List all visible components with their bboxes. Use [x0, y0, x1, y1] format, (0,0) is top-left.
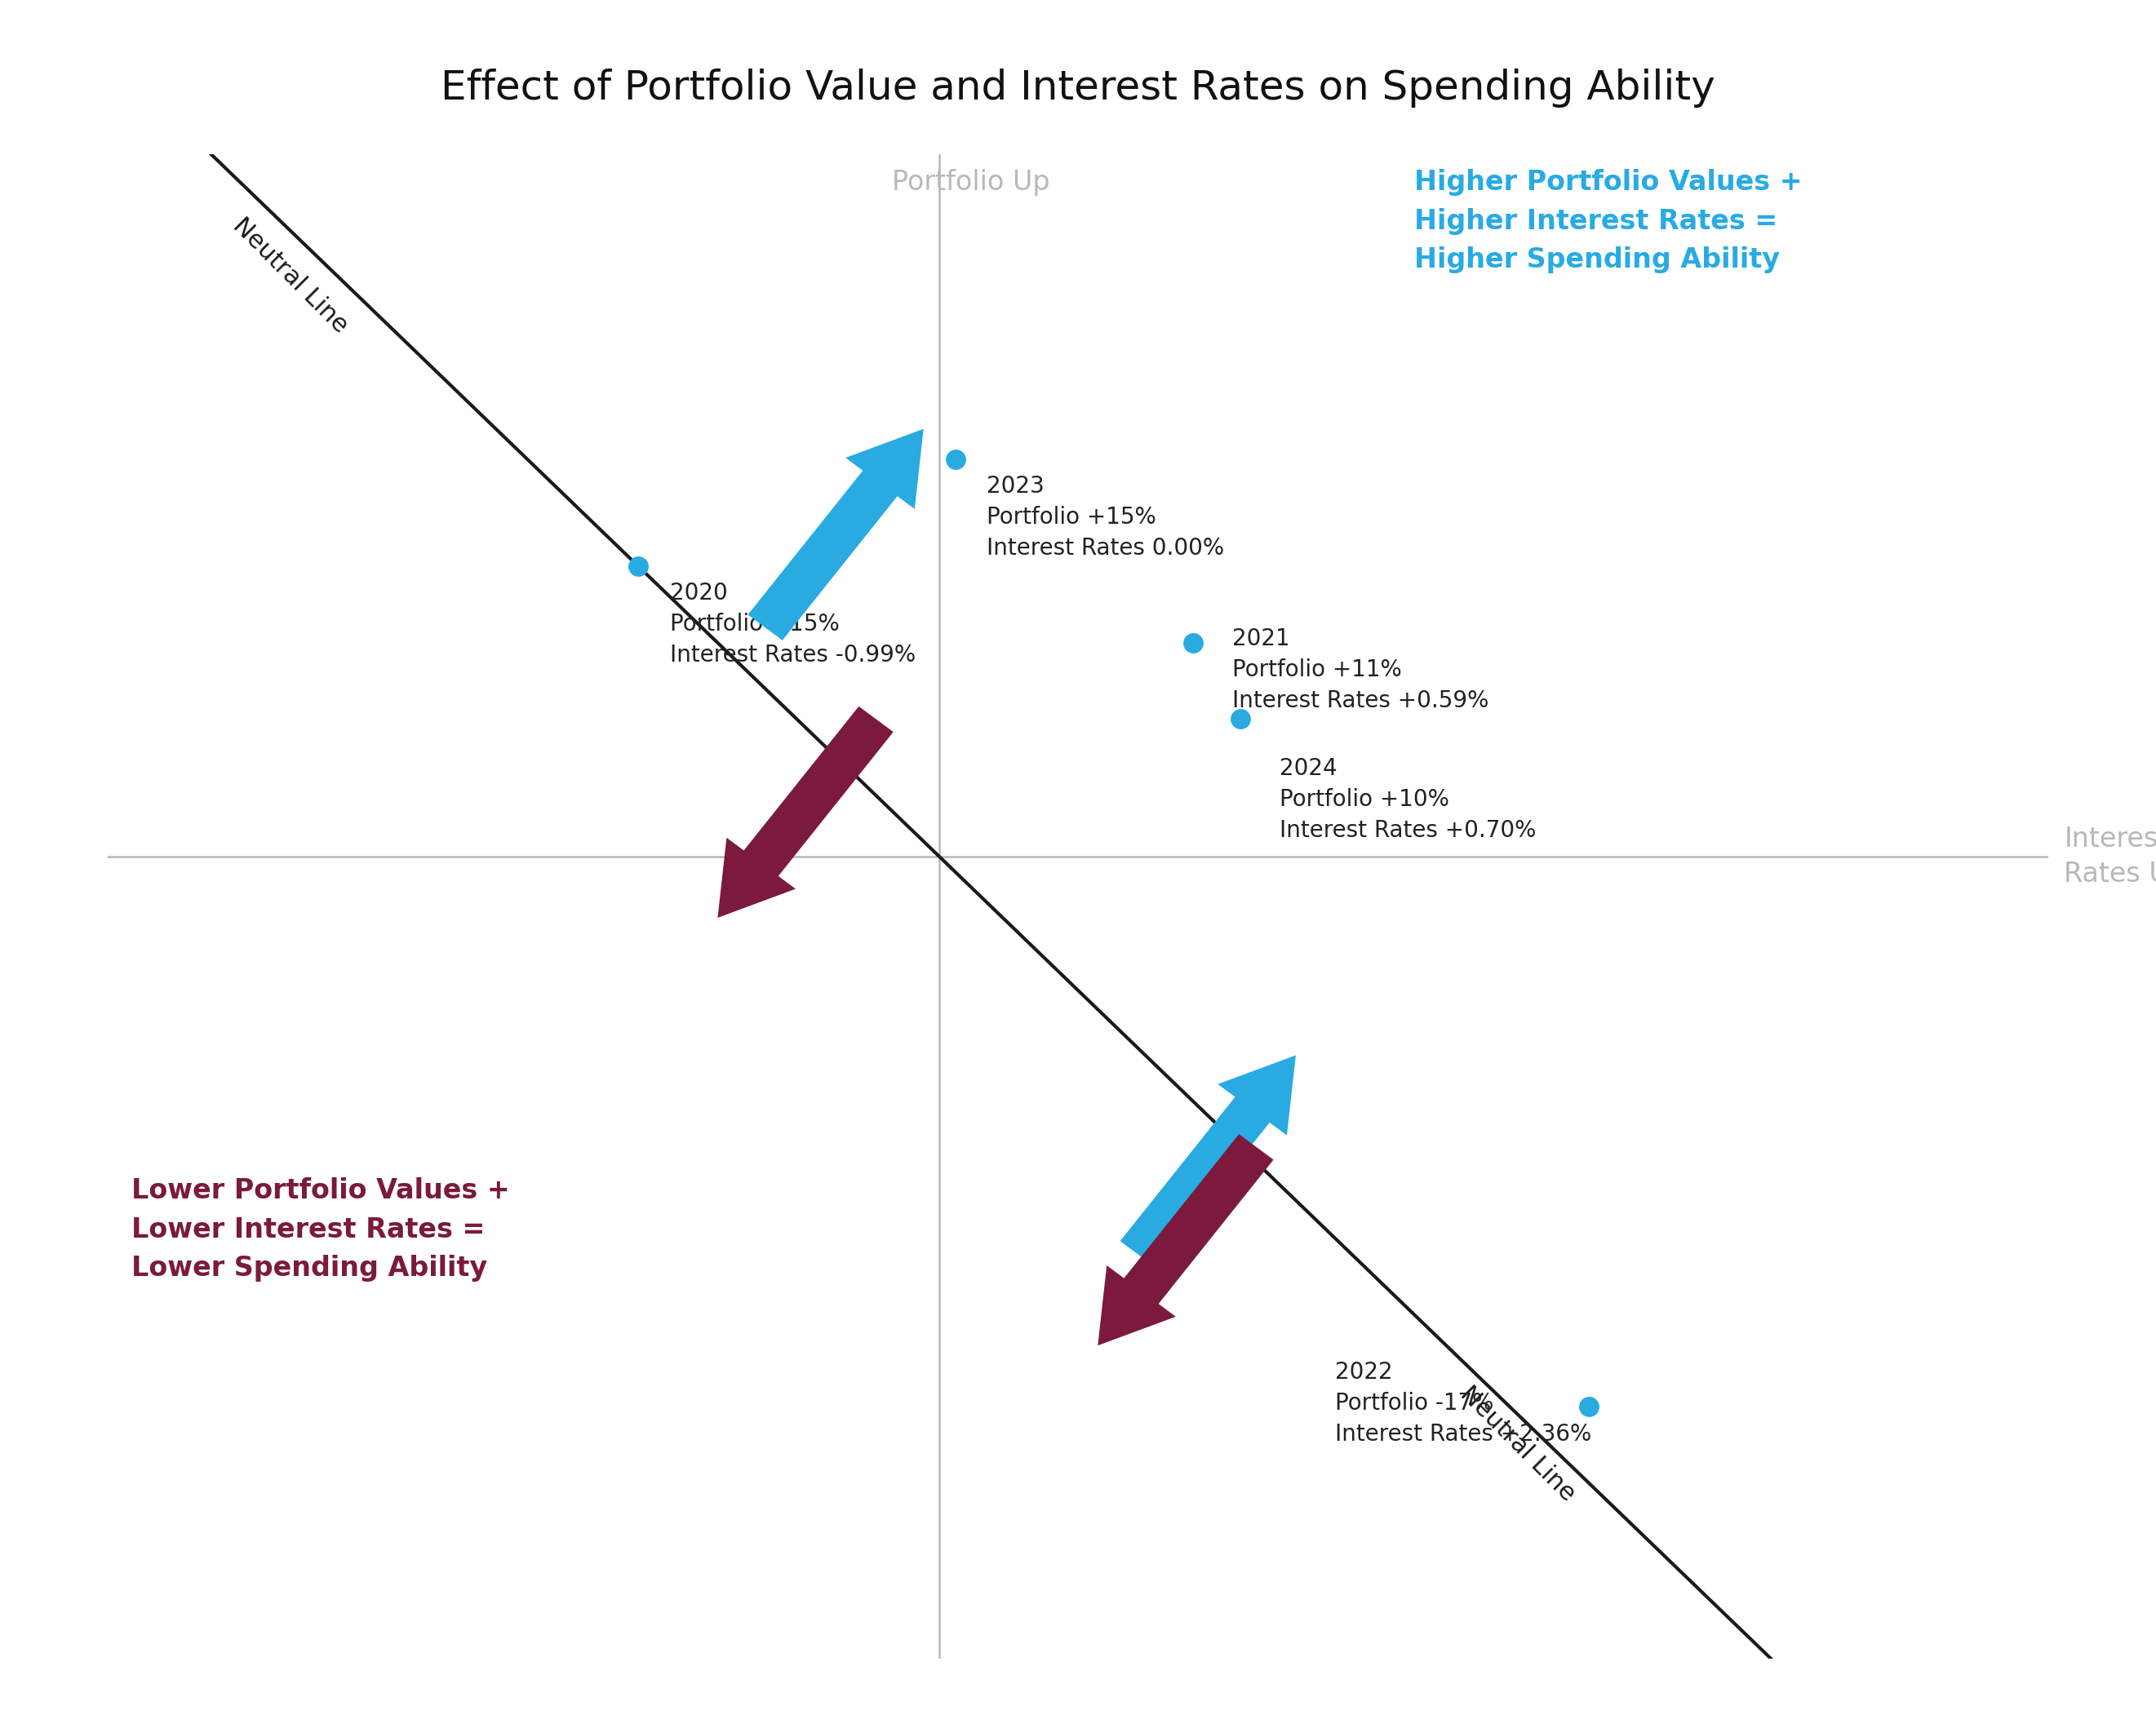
Point [938, 446, 972, 474]
Text: 2020
Portfolio +15%
Interest Rates -0.99%: 2020 Portfolio +15% Interest Rates -0.99… [671, 581, 916, 667]
Point [1175, 629, 1210, 657]
Point [621, 552, 655, 580]
Text: Lower Portfolio Values +
Lower Interest Rates =
Lower Spending Ability: Lower Portfolio Values + Lower Interest … [132, 1178, 511, 1281]
Text: Neutral Line: Neutral Line [1455, 1382, 1580, 1507]
Text: Interest
Rates Up: Interest Rates Up [2063, 826, 2156, 887]
FancyArrow shape [718, 706, 893, 918]
Text: 2022
Portfolio -17%
Interest Rates +2.36%: 2022 Portfolio -17% Interest Rates +2.36… [1335, 1361, 1591, 1445]
Text: Higher Portfolio Values +
Higher Interest Rates =
Higher Spending Ability: Higher Portfolio Values + Higher Interes… [1414, 169, 1802, 274]
Text: Neutral Line: Neutral Line [229, 214, 351, 337]
Text: 2023
Portfolio +15%
Interest Rates 0.00%: 2023 Portfolio +15% Interest Rates 0.00% [987, 475, 1225, 559]
Text: Effect of Portfolio Value and Interest Rates on Spending Ability: Effect of Portfolio Value and Interest R… [440, 68, 1716, 108]
Text: 2021
Portfolio +11%
Interest Rates +0.59%: 2021 Portfolio +11% Interest Rates +0.59… [1233, 628, 1490, 711]
Text: Portfolio Up: Portfolio Up [893, 169, 1050, 197]
Text: 2024
Portfolio +10%
Interest Rates +0.70%: 2024 Portfolio +10% Interest Rates +0.70… [1281, 758, 1537, 841]
FancyArrow shape [1121, 1055, 1296, 1267]
Point [1222, 706, 1257, 734]
Point [1572, 1394, 1606, 1421]
FancyArrow shape [1097, 1134, 1274, 1346]
FancyArrow shape [748, 429, 923, 640]
